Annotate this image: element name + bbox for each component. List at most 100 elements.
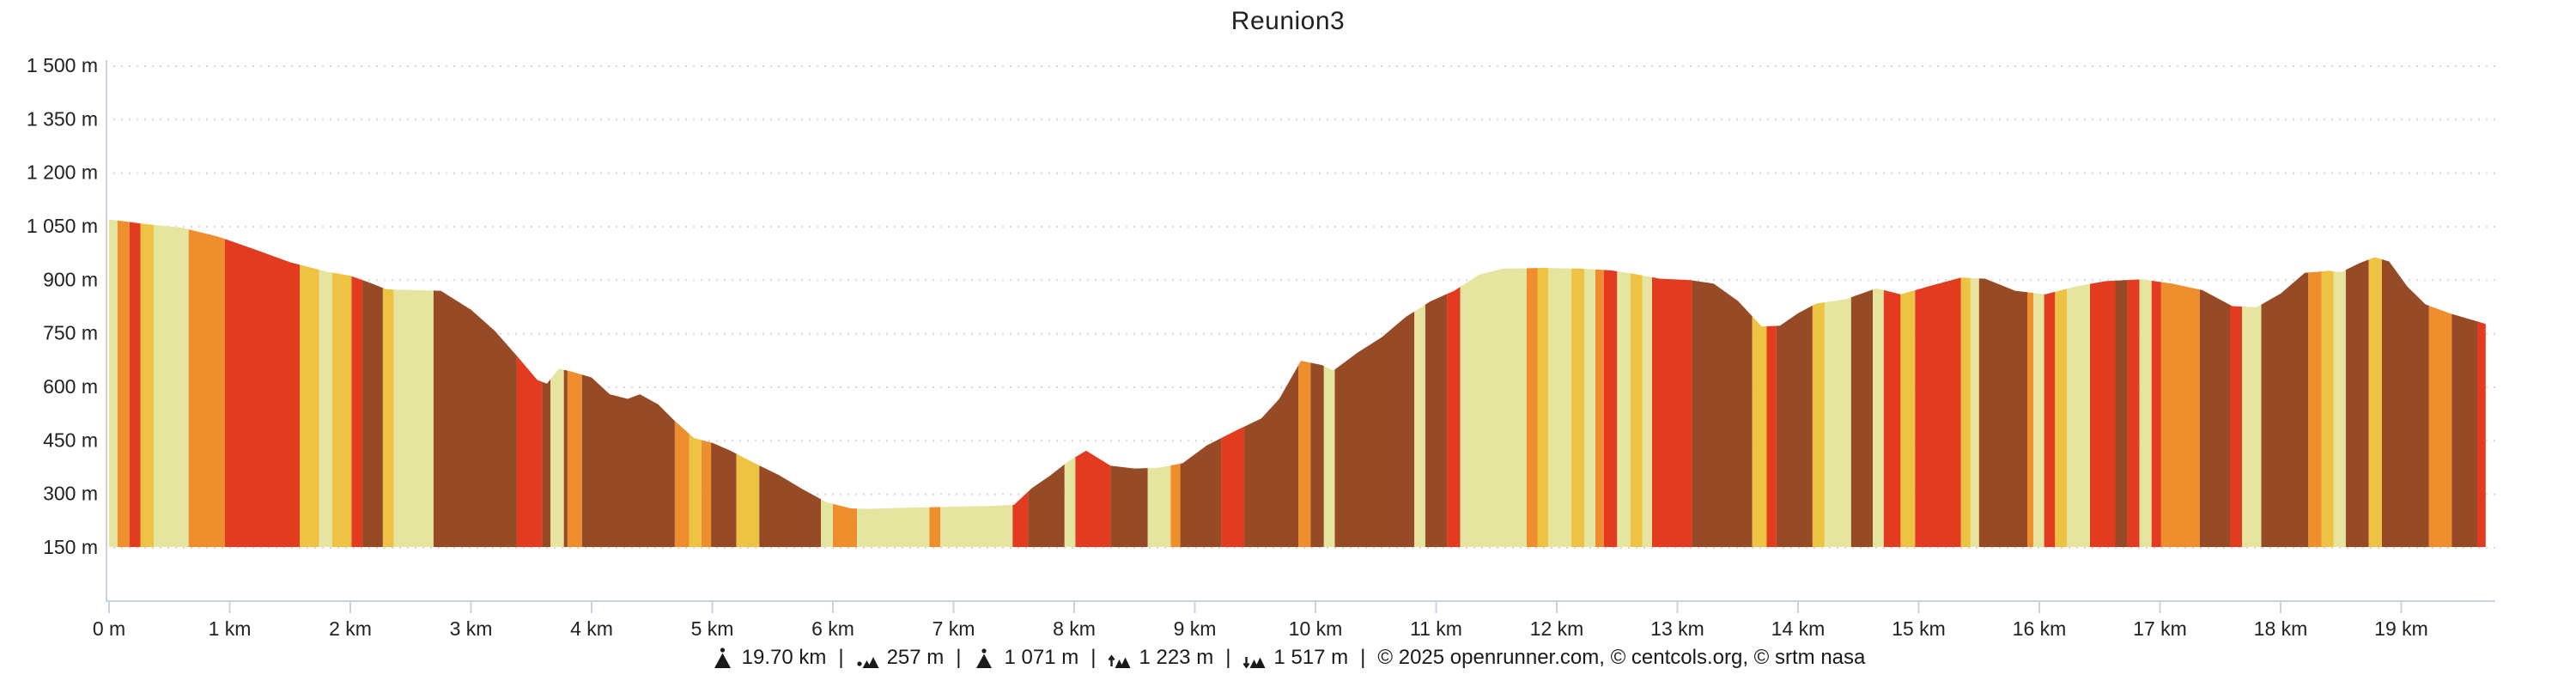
- gradient-band: [154, 224, 189, 547]
- gradient-band: [1537, 268, 1549, 547]
- gradient-band: [701, 440, 712, 547]
- gradient-band: [1900, 290, 1916, 547]
- gradient-band: [1064, 457, 1076, 547]
- gradient-band: [1652, 277, 1692, 547]
- y-axis-label: 1 350 m: [27, 107, 98, 130]
- gradient-band: [689, 434, 702, 547]
- x-axis-label: 8 km: [1053, 617, 1096, 640]
- gradient-band: [319, 270, 332, 547]
- gradient-band: [2333, 270, 2346, 547]
- x-axis-label: 16 km: [2013, 617, 2067, 640]
- gradient-band: [929, 507, 940, 547]
- gradient-band: [2308, 271, 2322, 547]
- gradient-band: [2321, 271, 2334, 547]
- gradient-band: [1414, 304, 1425, 547]
- min-altitude-icon: [856, 647, 879, 670]
- gradient-band: [1323, 366, 1335, 547]
- gradient-band: [1617, 271, 1631, 547]
- gradient-band: [351, 276, 363, 547]
- gradient-band: [1221, 426, 1245, 547]
- stat-min-altitude-value: 257 m: [886, 646, 945, 669]
- gradient-band: [2055, 289, 2068, 547]
- gradient-band: [1012, 491, 1029, 547]
- gradient-band: [1028, 464, 1065, 547]
- gradient-band: [1970, 277, 1979, 547]
- footer-separator: |: [838, 646, 844, 669]
- stat-elevation-gain-value: 1 223 m: [1139, 646, 1214, 669]
- footer-separator: |: [1360, 646, 1366, 669]
- gradient-band: [1310, 362, 1324, 547]
- y-axis-label: 600 m: [43, 375, 98, 398]
- footer-separator: |: [1225, 646, 1231, 669]
- gradient-band: [1642, 275, 1652, 547]
- gradient-band: [2230, 305, 2242, 547]
- gradient-band: [1812, 302, 1825, 547]
- gradient-band: [2477, 321, 2486, 547]
- gradient-band: [1960, 277, 1971, 547]
- gradient-band: [2345, 259, 2369, 547]
- gradient-band: [563, 369, 568, 547]
- elevation-gain-icon: [1108, 647, 1131, 670]
- y-axis-label: 900 m: [43, 268, 98, 290]
- gradient-band: [736, 453, 760, 547]
- stat-max-altitude: 1 071 m: [974, 646, 1078, 670]
- gradient-band: [1850, 289, 1874, 547]
- x-axis-label: 19 km: [2374, 617, 2428, 640]
- gradient-band: [2044, 291, 2056, 547]
- gradient-band: [2382, 259, 2429, 547]
- x-axis-label: 4 km: [570, 617, 613, 640]
- stat-distance: 19.70 km: [711, 646, 827, 670]
- gradient-band: [1915, 277, 1961, 547]
- gradient-band: [1873, 288, 1884, 547]
- gradient-band: [2090, 280, 2116, 547]
- gradient-band: [109, 219, 118, 547]
- x-axis-label: 12 km: [1530, 617, 1584, 640]
- x-axis-label: 13 km: [1650, 617, 1704, 640]
- gradient-band: [1571, 268, 1585, 547]
- gradient-band: [224, 239, 300, 547]
- stat-elevation-gain: 1 223 m: [1108, 646, 1213, 670]
- gradient-band: [300, 264, 319, 547]
- x-axis-label: 7 km: [933, 617, 975, 640]
- gradient-band: [1180, 438, 1222, 547]
- gradient-band: [581, 374, 675, 547]
- x-axis-label: 5 km: [691, 617, 734, 640]
- gradient-band: [362, 280, 383, 547]
- gradient-band: [2115, 280, 2128, 547]
- gradient-band: [2368, 257, 2382, 547]
- x-axis-label: 18 km: [2254, 617, 2308, 640]
- x-axis-label: 3 km: [450, 617, 493, 640]
- footer-separator: |: [1091, 646, 1097, 669]
- gradient-band: [2242, 304, 2262, 547]
- gradient-band: [1244, 365, 1299, 547]
- x-axis-label: 2 km: [329, 617, 372, 640]
- stat-elevation-loss-value: 1 517 m: [1273, 646, 1349, 669]
- y-axis-label: 1 200 m: [27, 161, 98, 184]
- stat-distance-value: 19.70 km: [741, 646, 827, 669]
- gradient-band: [542, 379, 551, 547]
- elevation-loss-icon: [1242, 647, 1266, 670]
- gradient-band: [1425, 294, 1448, 547]
- gradient-band: [1752, 316, 1767, 547]
- x-axis-label: 11 km: [1410, 617, 1462, 640]
- distance-mountain-icon: [711, 647, 734, 670]
- gradient-band: [2428, 306, 2452, 547]
- max-altitude-icon: [974, 647, 997, 670]
- gradient-band: [129, 222, 141, 547]
- gradient-band: [1595, 269, 1604, 547]
- y-axis-label: 1 500 m: [27, 54, 98, 76]
- gradient-band: [1824, 297, 1851, 547]
- stat-min-altitude: 257 m: [856, 646, 945, 670]
- stat-elevation-loss: 1 517 m: [1242, 646, 1348, 670]
- y-axis-label: 300 m: [43, 483, 98, 505]
- gradient-band: [433, 290, 517, 547]
- y-axis-label: 1 050 m: [27, 215, 98, 237]
- gradient-band: [1170, 463, 1181, 547]
- gradient-band: [1460, 268, 1527, 547]
- gradient-band: [1692, 280, 1753, 547]
- gradient-band: [759, 465, 821, 547]
- gradient-band: [2160, 282, 2200, 547]
